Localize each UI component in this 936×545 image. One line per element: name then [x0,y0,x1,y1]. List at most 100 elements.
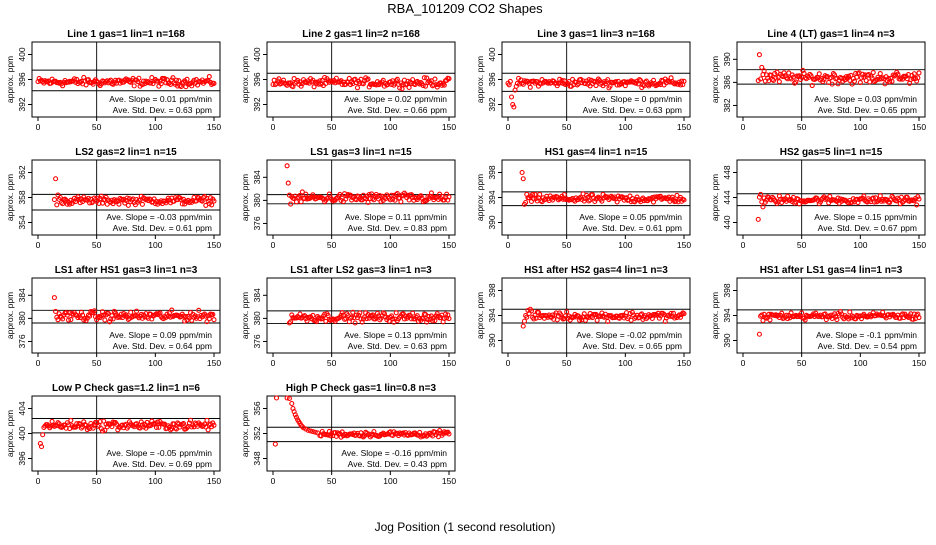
panel-title: HS2 gas=5 lin=1 n=15 [780,147,883,158]
x-tick-label: 0 [271,240,276,250]
plot-frame [736,41,926,118]
data-point [569,76,576,82]
data-point [527,84,533,90]
y-tick-label: 396 [487,72,497,86]
data-point [180,313,187,319]
slope-unit: ppm/min [414,330,447,340]
x-tick-label: 50 [797,358,807,368]
data-point [116,201,122,207]
data-point [813,310,819,316]
std-dev-annotation: Ave. Std. Dev. = 0.66 ppm [348,105,447,115]
x-tick-label: 50 [327,476,337,486]
y-axis-label: approx. ppm [710,292,720,339]
y-tick-label: 400 [252,47,262,61]
panel-title: Line 4 (LT) gas=1 lin=4 n=3 [767,29,895,40]
data-point [851,78,858,84]
slope-value: -0.05 [157,448,177,458]
std-label: Ave. Std. Dev. = [113,223,176,233]
std-value: 0.64 [176,341,193,351]
data-point [98,193,104,199]
data-point [889,78,895,84]
data-point [510,101,516,108]
data-point [191,77,197,83]
data-point [54,202,60,208]
data-point [313,318,319,325]
data-point [80,312,86,318]
data-point [170,75,176,81]
data-point [634,194,640,200]
x-tick-label: 50 [562,122,572,132]
data-point [667,313,673,319]
x-tick-label: 0 [36,122,41,132]
data-point [756,52,762,58]
data-point [156,424,162,430]
std-unit: ppm [430,223,447,233]
data-point [793,79,799,85]
x-tick-label: 100 [853,358,867,368]
data-point [524,314,530,320]
std-value: 0.69 [176,459,193,469]
std-dev-annotation: Ave. Std. Dev. = 0.83 ppm [348,223,447,233]
x-tick-label: 150 [912,122,926,132]
data-point [656,80,662,86]
data-point [870,69,876,76]
data-point [507,78,513,84]
data-point [173,77,180,83]
data-point [110,316,116,322]
data-point [428,190,434,196]
data-point [179,201,185,207]
data-point [95,423,101,429]
data-point [131,83,137,89]
data-point [446,76,452,82]
data-point [312,429,318,435]
data-point [393,310,399,316]
data-point [765,75,771,81]
std-dev-annotation: Ave. Std. Dev. = 0.43 ppm [348,459,447,469]
slope-unit: ppm/min [649,212,682,222]
slope-unit: ppm/min [414,212,447,222]
slope-unit: ppm/min [414,94,447,104]
data-point [520,176,526,182]
x-tick-label: 100 [148,122,162,132]
slope-label: Ave. Slope = [814,212,865,222]
data-point [779,310,785,316]
data-point [210,311,216,318]
data-point [211,198,217,204]
slope-annotation: Ave. Slope = 0.15 ppm/min [814,212,917,222]
data-point [432,76,438,82]
data-point [627,193,633,199]
slope-unit: ppm/min [884,94,917,104]
std-dev-annotation: Ave. Std. Dev. = 0.65 ppm [818,105,917,115]
data-point [848,72,854,78]
data-point [792,80,798,86]
data-point [553,80,559,86]
y-tick-label: 392 [17,97,27,111]
x-tick-label: 150 [207,122,221,132]
std-unit: ppm [665,105,682,115]
data-point [760,204,766,210]
data-point [72,199,79,205]
data-point [150,81,156,87]
y-tick-label: 384 [252,288,262,302]
panel-10: LS1 after LS2 gas=3 lin=1 n=3 approx. ppm… [240,265,456,368]
data-point [289,400,295,407]
data-point [330,198,336,204]
data-point [148,80,154,86]
slope-unit: ppm/min [649,330,682,340]
y-tick-label: 390 [722,333,732,347]
y-tick-label: 398 [487,165,497,179]
data-point [819,76,825,82]
panel-9: LS1 after HS1 gas=3 lin=1 n=3 approx. ppm… [5,265,221,368]
data-point [153,424,160,431]
data-point [508,94,515,100]
panel-11: HS1 after HS2 gas=4 lin=1 n=3 approx. ppm… [475,265,691,368]
data-point [434,311,440,317]
std-unit: ppm [430,105,447,115]
data-point [425,316,431,323]
data-point [145,423,151,429]
data-point [530,192,536,198]
data-point [861,193,867,199]
data-point [781,70,787,76]
